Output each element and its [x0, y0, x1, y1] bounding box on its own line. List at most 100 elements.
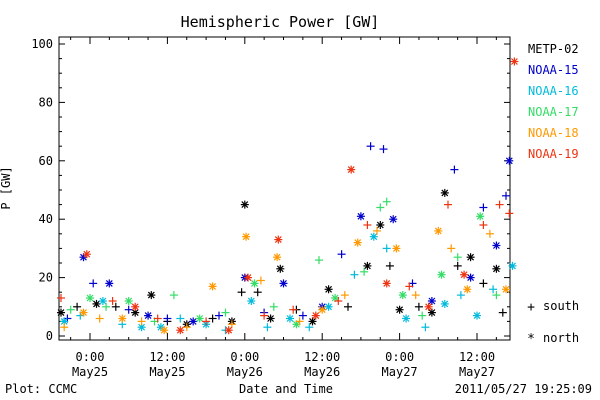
star-stroke-d2	[467, 253, 475, 261]
point-metp-02-south	[479, 279, 488, 288]
point-noaa-16-north	[369, 232, 378, 241]
point-noaa-15-south	[479, 203, 488, 212]
legend: METP-02 NOAA-15 NOAA-16 NOAA-17 NOAA-18 NOAA-…	[528, 42, 579, 161]
point-metp-02-north	[466, 253, 475, 262]
star-stroke-d2	[241, 201, 249, 209]
point-noaa-19-south	[405, 282, 414, 291]
point-noaa-18-north	[353, 238, 362, 247]
point-noaa-15-north	[279, 279, 288, 288]
point-metp-02-north	[395, 305, 404, 314]
point-noaa-16-north	[98, 297, 107, 305]
star-stroke-d2	[473, 312, 481, 320]
legend-label-metp-02: METP-02	[528, 42, 579, 56]
point-noaa-18-south	[295, 317, 304, 326]
point-metp-02-south	[498, 308, 507, 317]
legend-label-noaa-18: NOAA-18	[528, 126, 579, 140]
point-noaa-18-north	[434, 226, 443, 235]
point-noaa-18-north	[242, 232, 251, 241]
star-stroke-d2	[105, 279, 113, 287]
star-stroke-d2	[467, 274, 475, 282]
star-stroke-d2	[492, 242, 500, 249]
point-metp-02-south	[453, 261, 462, 270]
point-noaa-18-south	[227, 320, 236, 329]
point-noaa-17-north	[195, 314, 204, 323]
x-tick-time-label: 12:00	[304, 350, 340, 364]
star-stroke-d2	[138, 323, 146, 331]
star-stroke-d2	[325, 285, 333, 293]
star-stroke-d2	[389, 215, 397, 223]
point-metp-02-north	[427, 308, 436, 317]
star-stroke-d2	[57, 309, 65, 317]
star-stroke-d2	[434, 227, 442, 235]
point-noaa-15-north	[427, 297, 436, 305]
star-stroke-d2	[60, 317, 68, 325]
star-stroke-d2	[476, 212, 484, 220]
point-noaa-17-north	[124, 297, 133, 305]
point-noaa-17-south	[269, 302, 278, 311]
footer-plot-credit: Plot: CCMC	[5, 382, 77, 396]
chart-title: Hemispheric Power [GW]	[181, 13, 380, 31]
point-noaa-15-south	[298, 311, 307, 320]
star-stroke-d2	[460, 271, 468, 279]
point-metp-02-north	[147, 291, 156, 300]
point-noaa-17-south	[418, 311, 427, 320]
point-noaa-15-south	[163, 314, 172, 323]
star-stroke-d2	[251, 279, 258, 287]
star-stroke-d2	[399, 291, 407, 299]
star-stroke-d2	[312, 312, 320, 320]
hemisphere-key: + south * north	[527, 299, 579, 347]
south-marker-symbol: +	[527, 300, 535, 315]
point-noaa-15-north	[492, 241, 501, 250]
point-noaa-17-north	[250, 279, 259, 288]
point-noaa-18-north	[392, 244, 401, 253]
legend-label-noaa-19: NOAA-19	[528, 147, 579, 161]
point-noaa-19-north	[460, 270, 469, 279]
star-stroke-d2	[441, 189, 449, 197]
point-noaa-16-south	[382, 244, 391, 253]
x-tick-date-label: May27	[459, 365, 495, 379]
point-noaa-19-south	[260, 311, 269, 320]
point-metp-02-north	[276, 264, 285, 273]
point-noaa-17-south	[66, 305, 75, 314]
point-noaa-19-south	[153, 314, 162, 323]
star-stroke-d2	[125, 297, 133, 305]
point-noaa-17-south	[315, 256, 323, 265]
star-stroke-d2	[383, 279, 391, 287]
point-noaa-15-south	[124, 305, 133, 314]
point-metp-02-south	[253, 288, 262, 297]
point-metp-02-south	[208, 314, 217, 323]
x-tick-time-label: 12:00	[459, 350, 495, 364]
point-noaa-19-south	[479, 221, 488, 229]
y-tick-label: 60	[39, 154, 53, 168]
star-stroke-d2	[86, 294, 94, 302]
star-stroke-d2	[99, 297, 107, 305]
point-metp-02-north	[376, 221, 385, 229]
point-noaa-19-south	[57, 294, 65, 302]
point-metp-02-south	[414, 302, 423, 311]
y-axis-label: P [GW]	[0, 166, 13, 209]
star-stroke-d2	[428, 309, 436, 317]
star-stroke-d2	[428, 297, 436, 305]
point-noaa-19-north	[176, 326, 185, 335]
point-noaa-17-south	[221, 308, 230, 317]
point-noaa-19-north	[311, 311, 320, 320]
star-stroke-d2	[354, 239, 362, 247]
point-noaa-18-south	[60, 323, 69, 332]
star-stroke-d2	[274, 236, 282, 244]
point-noaa-15-north	[389, 215, 398, 224]
point-noaa-18-south	[373, 226, 381, 235]
star-stroke-d2	[267, 315, 275, 322]
point-noaa-17-south	[453, 253, 462, 262]
point-metp-02-north	[266, 314, 275, 323]
point-noaa-19-south	[334, 297, 343, 305]
y-tick-label: 100	[31, 37, 53, 51]
point-noaa-17-north	[292, 320, 301, 329]
star-stroke-d2	[157, 323, 165, 331]
star-stroke-d2	[225, 326, 233, 334]
star-stroke-d2	[347, 166, 355, 174]
point-noaa-19-south	[108, 297, 117, 305]
star-stroke-d2	[131, 309, 139, 317]
point-noaa-15-north	[505, 156, 514, 165]
point-noaa-15-north	[466, 273, 475, 282]
point-noaa-18-south	[411, 291, 420, 300]
